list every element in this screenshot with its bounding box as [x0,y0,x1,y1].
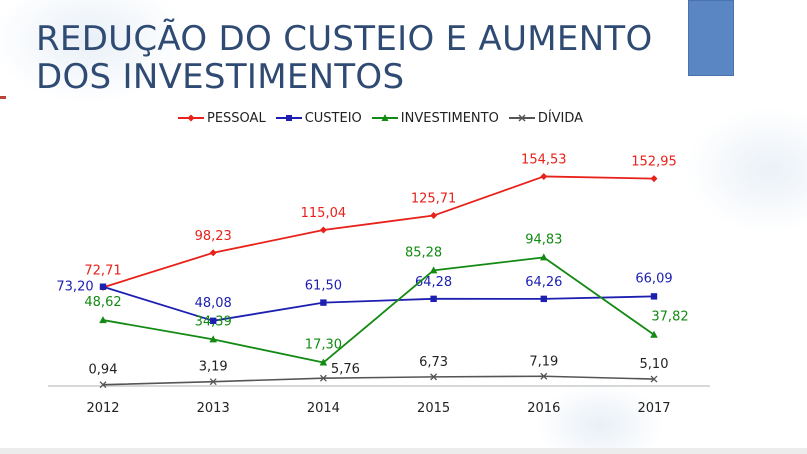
series-line-investimento [102,256,655,364]
bottom-border [0,448,807,454]
data-label-investimento-2014: 17,30 [305,338,342,353]
data-point-pessoal-2017 [650,175,658,183]
data-label-divida-2017: 5,10 [640,357,669,372]
x-tick-label-2014: 2014 [307,401,340,416]
data-point-divida-2012 [99,381,107,389]
data-label-investimento-2015: 85,28 [405,245,442,260]
legend-label-pessoal: PESSOAL [207,110,266,126]
legend-label-custeio: CUSTEIO [304,110,362,126]
data-point-investimento-2015 [429,266,438,274]
data-label-divida-2013: 3,19 [199,360,228,375]
legend-label-divida: DÍVIDA [537,110,584,126]
data-label-investimento-2016: 94,83 [525,232,562,247]
data-label-pessoal-2012: 72,71 [84,263,121,278]
data-label-pessoal-2014: 115,04 [301,206,347,221]
data-point-investimento-2014 [319,358,328,366]
data-label-custeio-2017: 66,09 [635,271,672,286]
data-label-pessoal-2013: 98,23 [195,229,232,244]
x-tick-label-2015: 2015 [417,401,450,416]
slide-title: REDUÇÃO DO CUSTEIO E AUMENTO DOS INVESTI… [36,20,656,96]
data-point-pessoal-2015 [430,212,438,220]
data-point-divida-2013 [209,378,217,386]
data-label-divida-2012: 0,94 [89,363,118,378]
left-accent-rule [0,96,6,99]
data-point-investimento-2016 [540,253,548,261]
series-line-divida [102,375,655,386]
data-label-divida-2015: 6,73 [419,355,448,370]
chart-legend: PESSOAL CUSTEIO INVESTIMENTO DÍVIDA [178,109,593,127]
legend-label-investimento: INVESTIMENTO [400,110,499,126]
slide-title-line-2: DOS INVESTIMENTOS [36,57,405,97]
data-point-custeio-2013 [210,317,217,325]
data-label-investimento-2012: 48,62 [84,295,121,310]
legend-item-investimento: INVESTIMENTO [371,110,499,126]
data-label-custeio-2013: 48,08 [195,296,232,311]
data-label-divida-2014: 5,76 [331,362,360,377]
slide-title-line-1: REDUÇÃO DO CUSTEIO E AUMENTO [36,19,653,59]
legend-custeio-line-square-icon [275,115,302,121]
data-point-divida-2014 [319,374,327,382]
data-point-custeio-2015 [430,295,437,303]
legend-item-divida: DÍVIDA [508,110,584,126]
legend-item-pessoal: PESSOAL [178,111,266,126]
x-tick-label-2012: 2012 [86,401,119,416]
x-tick-label-2017: 2017 [637,401,670,416]
legend-investimento-line-triangle-icon [371,114,398,121]
data-point-custeio-2014 [320,299,327,306]
series-line-custeio [102,285,655,322]
data-label-pessoal-2015: 125,71 [411,192,457,207]
data-label-investimento-2017: 37,82 [651,310,688,325]
data-label-investimento-2013: 34,39 [195,314,232,329]
x-tick-label-2013: 2013 [197,401,230,416]
data-point-divida-2017 [650,375,658,383]
data-point-investimento-2013 [209,335,217,343]
series-line-pessoal [102,175,655,289]
data-label-pessoal-2017: 152,95 [631,155,677,170]
data-label-custeio-2016: 64,26 [525,275,562,290]
data-point-custeio-2017 [650,293,658,300]
decorative-blue-rectangle [688,0,734,76]
data-label-divida-2016: 7,19 [529,354,558,369]
data-point-custeio-2012 [99,283,107,290]
data-point-pessoal-2016 [540,172,548,180]
data-label-pessoal-2016: 154,53 [521,152,567,167]
x-tick-label-2016: 2016 [527,401,560,416]
data-point-investimento-2012 [99,316,107,324]
data-label-custeio-2012: 73,20 [56,280,93,295]
legend-divida-line-x-icon [508,114,535,122]
data-point-custeio-2016 [540,295,547,303]
legend-item-custeio: CUSTEIO [275,110,362,126]
data-point-pessoal-2014 [319,226,327,234]
data-point-pessoal-2013 [209,249,217,257]
data-point-divida-2015 [430,373,438,381]
data-label-custeio-2014: 61,50 [305,279,342,294]
legend-pessoal-line-diamond-icon [178,114,204,122]
data-point-investimento-2017 [650,330,658,338]
data-point-divida-2016 [540,372,548,380]
